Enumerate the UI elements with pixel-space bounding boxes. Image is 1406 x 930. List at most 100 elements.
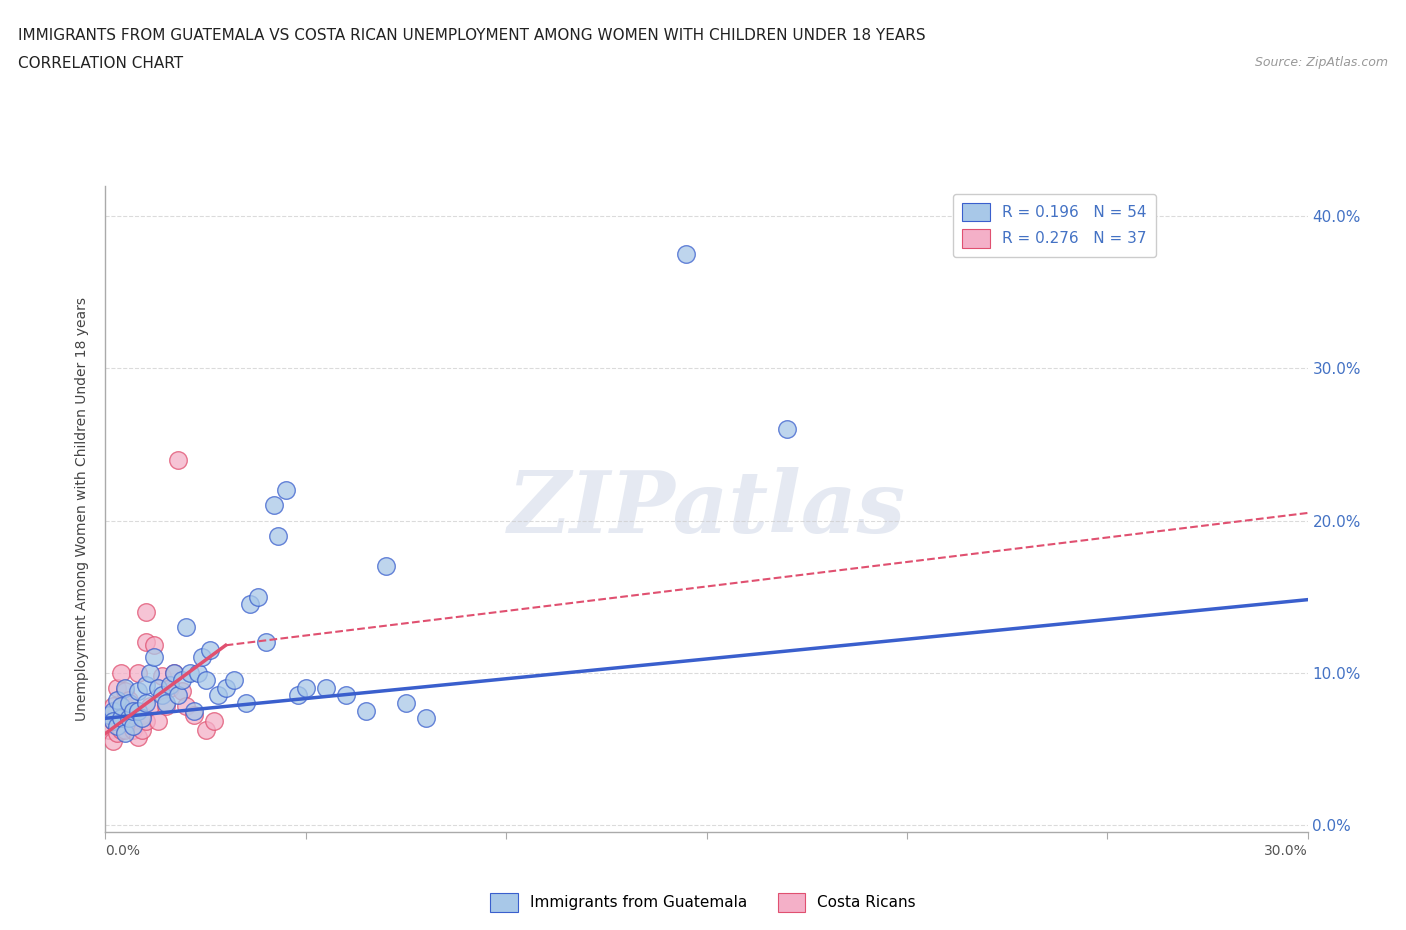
Point xyxy=(146,714,169,729)
Point xyxy=(202,714,225,729)
Text: 30.0%: 30.0% xyxy=(1264,844,1308,857)
Point xyxy=(155,696,177,711)
Point xyxy=(107,693,129,708)
Point xyxy=(118,711,141,725)
Point xyxy=(118,714,141,729)
Text: CORRELATION CHART: CORRELATION CHART xyxy=(18,56,183,71)
Point xyxy=(267,528,290,543)
Text: IMMIGRANTS FROM GUATEMALA VS COSTA RICAN UNEMPLOYMENT AMONG WOMEN WITH CHILDREN : IMMIGRANTS FROM GUATEMALA VS COSTA RICAN… xyxy=(18,28,927,43)
Point xyxy=(335,688,357,703)
Point xyxy=(170,672,193,687)
Point xyxy=(159,677,181,692)
Point xyxy=(135,635,157,650)
Point xyxy=(207,688,229,703)
Point xyxy=(776,422,799,437)
Point xyxy=(135,714,157,729)
Point xyxy=(675,247,697,262)
Point xyxy=(166,688,188,703)
Point xyxy=(122,723,145,737)
Point xyxy=(110,665,132,680)
Point xyxy=(135,677,157,692)
Point xyxy=(98,723,121,737)
Point xyxy=(159,681,181,696)
Point xyxy=(107,726,129,741)
Point xyxy=(135,696,157,711)
Point xyxy=(174,619,197,634)
Point xyxy=(103,714,125,729)
Point xyxy=(131,723,153,737)
Text: Source: ZipAtlas.com: Source: ZipAtlas.com xyxy=(1254,56,1388,69)
Point xyxy=(110,698,132,713)
Point xyxy=(315,681,337,696)
Point xyxy=(142,650,165,665)
Point xyxy=(103,714,125,729)
Point xyxy=(103,698,125,713)
Point xyxy=(183,708,205,723)
Point xyxy=(127,665,149,680)
Y-axis label: Unemployment Among Women with Children Under 18 years: Unemployment Among Women with Children U… xyxy=(76,298,90,721)
Point xyxy=(166,452,188,467)
Point xyxy=(114,726,136,741)
Point xyxy=(138,665,160,680)
Point xyxy=(194,723,217,737)
Point xyxy=(107,681,129,696)
Point xyxy=(198,643,221,658)
Point xyxy=(146,681,169,696)
Point xyxy=(98,708,121,723)
Point xyxy=(122,703,145,718)
Point xyxy=(239,597,262,612)
Point xyxy=(131,711,153,725)
Point xyxy=(142,638,165,653)
Point xyxy=(114,681,136,696)
Point xyxy=(287,688,309,703)
Point xyxy=(150,688,173,703)
Point xyxy=(395,696,418,711)
Point xyxy=(118,696,141,711)
Point xyxy=(174,698,197,713)
Point xyxy=(170,684,193,698)
Point xyxy=(110,711,132,725)
Text: 0.0%: 0.0% xyxy=(105,844,141,857)
Point xyxy=(162,665,184,680)
Point xyxy=(135,604,157,619)
Point xyxy=(235,696,257,711)
Point xyxy=(127,729,149,744)
Legend: R = 0.196   N = 54, R = 0.276   N = 37: R = 0.196 N = 54, R = 0.276 N = 37 xyxy=(953,193,1156,257)
Point xyxy=(194,672,217,687)
Point xyxy=(122,719,145,734)
Point xyxy=(246,590,269,604)
Point xyxy=(118,693,141,708)
Point xyxy=(274,483,297,498)
Legend: Immigrants from Guatemala, Costa Ricans: Immigrants from Guatemala, Costa Ricans xyxy=(484,887,922,918)
Point xyxy=(415,711,437,725)
Point xyxy=(127,703,149,718)
Point xyxy=(103,703,125,718)
Point xyxy=(222,672,245,687)
Point xyxy=(295,681,318,696)
Point xyxy=(155,698,177,713)
Point xyxy=(263,498,285,512)
Point xyxy=(114,698,136,713)
Point xyxy=(122,708,145,723)
Point xyxy=(179,665,201,680)
Point xyxy=(150,669,173,684)
Point xyxy=(114,723,136,737)
Point xyxy=(214,681,236,696)
Point xyxy=(98,708,121,723)
Text: ZIPatlas: ZIPatlas xyxy=(508,468,905,551)
Point xyxy=(114,684,136,698)
Point xyxy=(138,698,160,713)
Point xyxy=(183,703,205,718)
Point xyxy=(103,734,125,749)
Point xyxy=(374,559,398,574)
Point xyxy=(162,665,184,680)
Point xyxy=(254,635,277,650)
Point xyxy=(354,703,377,718)
Point xyxy=(107,703,129,718)
Point xyxy=(127,684,149,698)
Point xyxy=(190,650,212,665)
Point xyxy=(110,723,132,737)
Point xyxy=(107,719,129,734)
Point xyxy=(131,708,153,723)
Point xyxy=(187,665,209,680)
